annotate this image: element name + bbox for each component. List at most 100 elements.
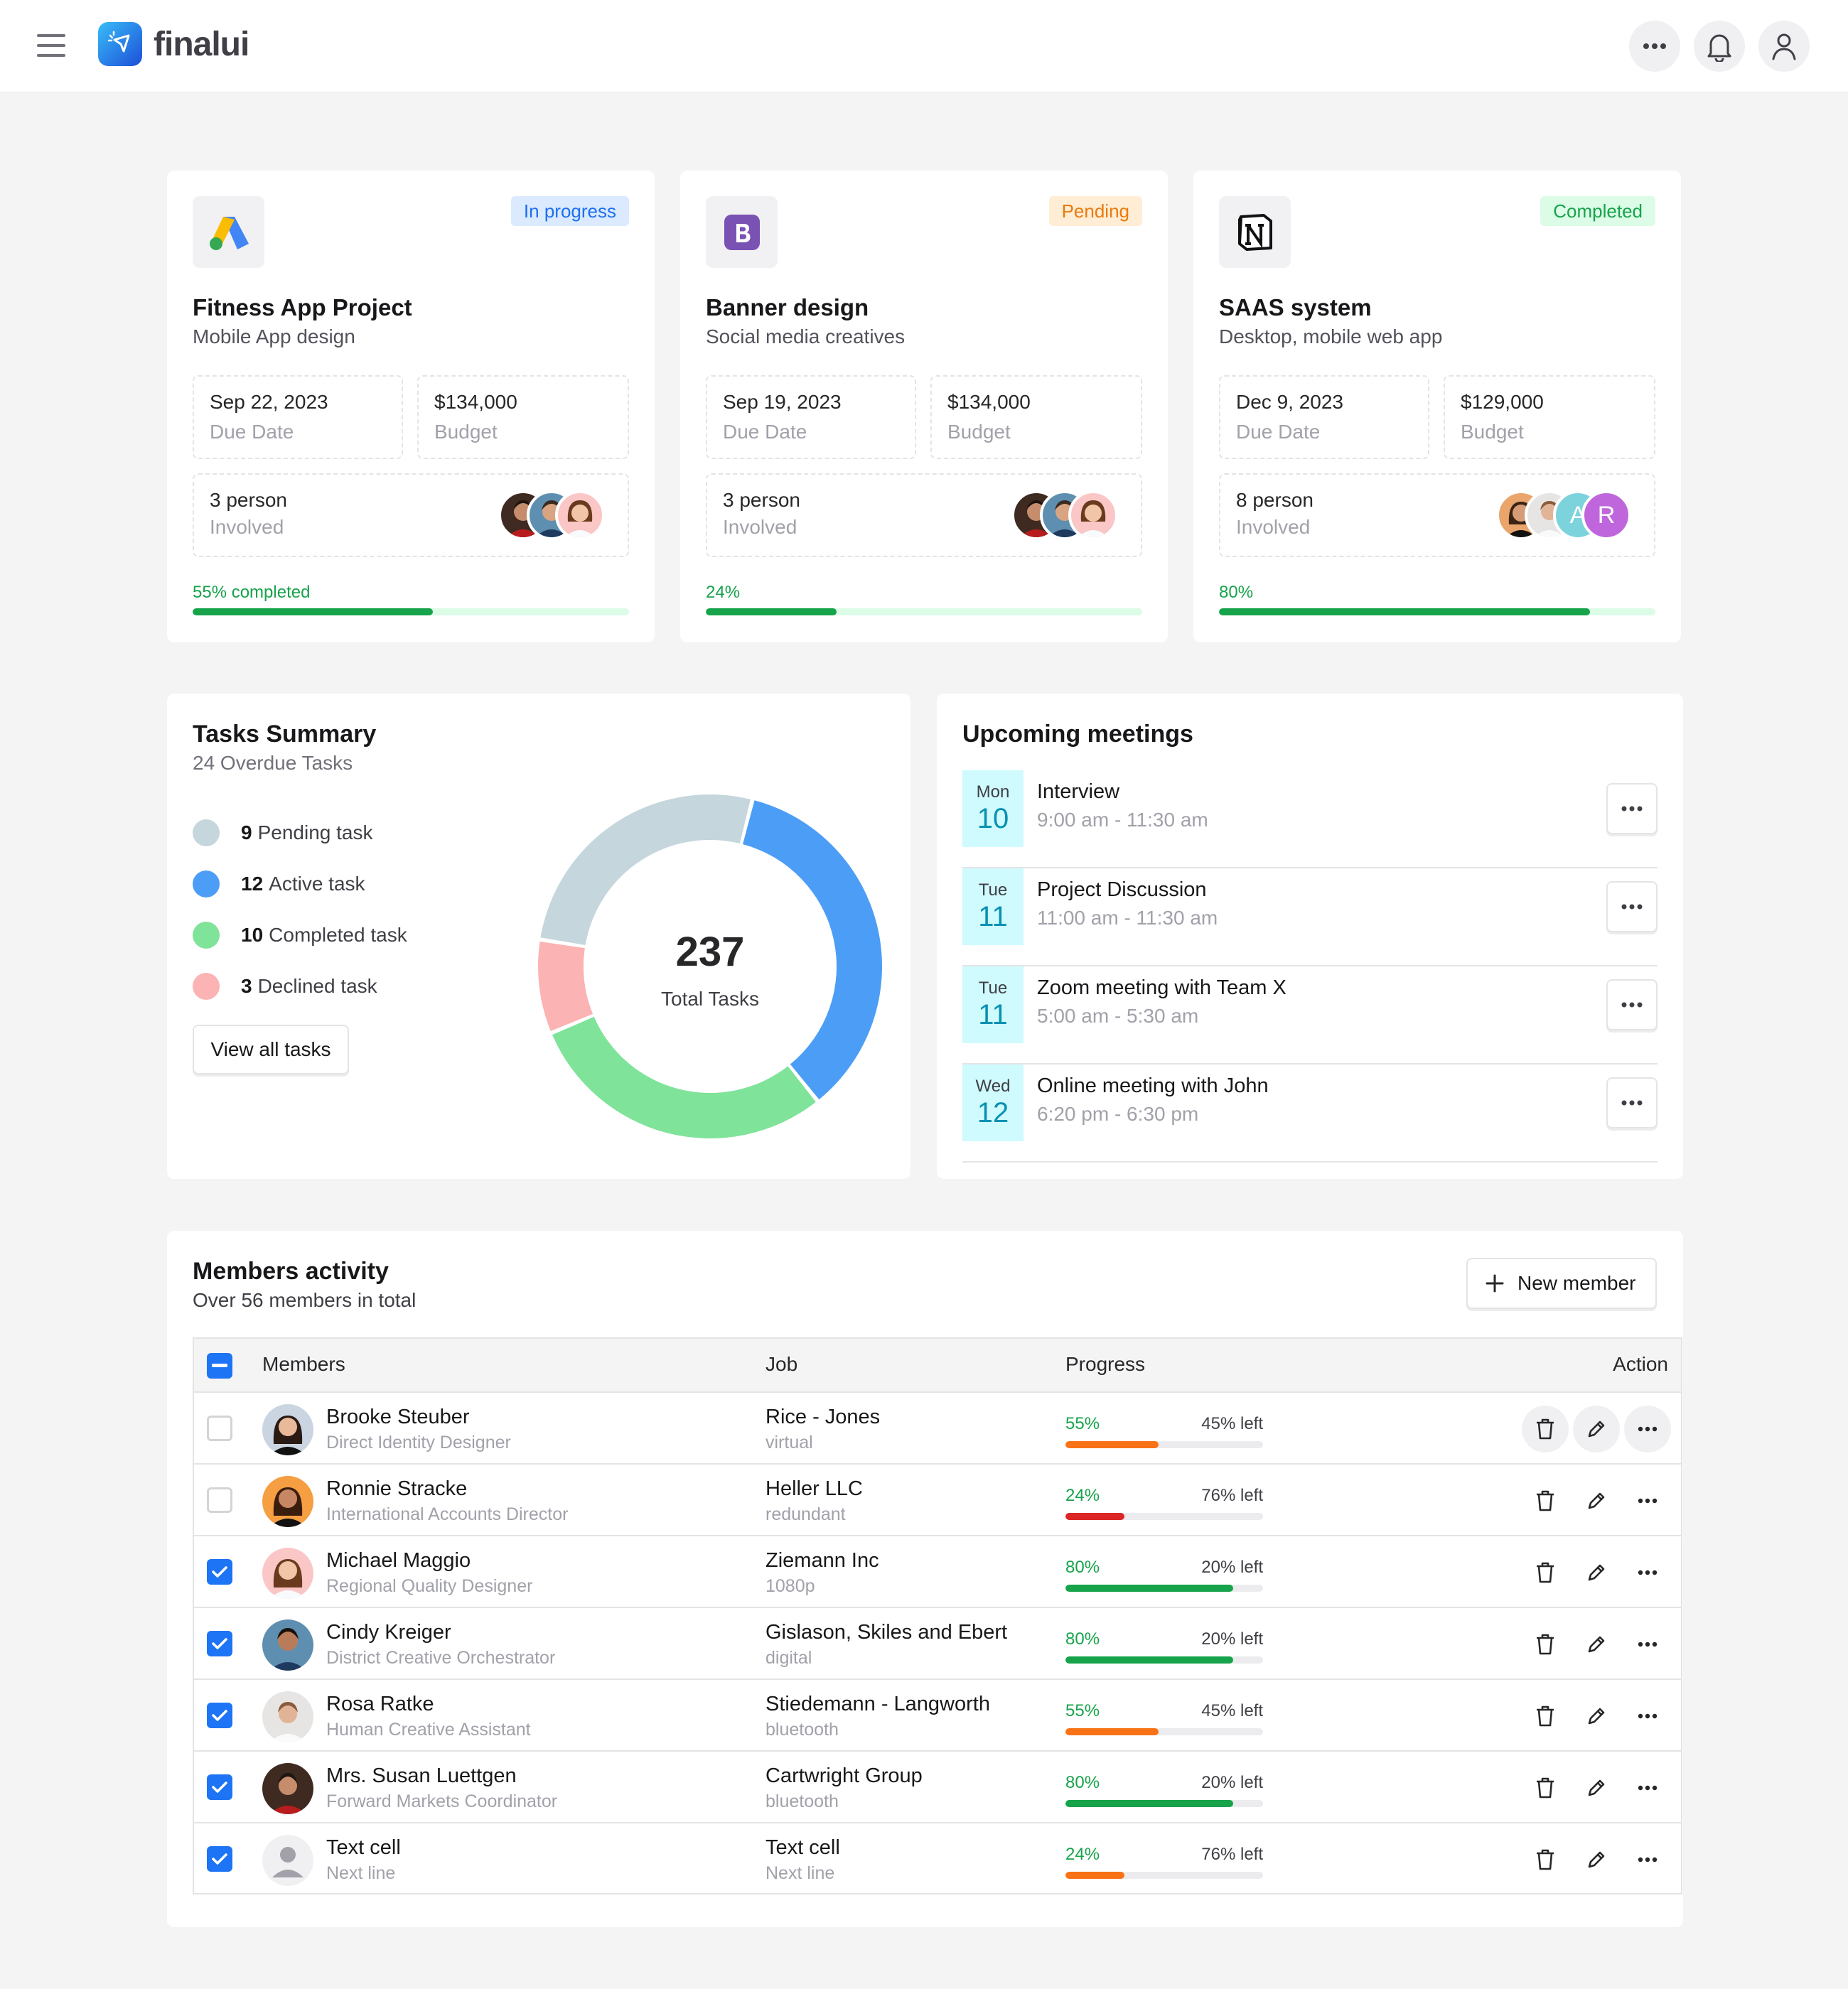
notifications-button[interactable] <box>1694 21 1745 72</box>
progress-left: 45% left <box>1201 1414 1263 1433</box>
table-row[interactable]: Text cell Next line Text cell Next line … <box>194 1823 1681 1895</box>
meeting-time: 6:20 pm - 6:30 pm <box>1037 1103 1199 1125</box>
edit-button[interactable] <box>1573 1406 1620 1452</box>
meeting-options-button[interactable] <box>1606 1077 1658 1128</box>
more-button[interactable] <box>1624 1549 1671 1596</box>
job-detail: virtual <box>765 1433 813 1452</box>
meeting-item[interactable]: Tue 11 Project Discussion 11:00 am - 11:3… <box>962 868 1658 966</box>
meeting-item[interactable]: Tue 11 Zoom meeting with Team X 5:00 am -… <box>962 966 1658 1064</box>
more-button[interactable] <box>1624 1764 1671 1811</box>
table-row[interactable]: Ronnie Stracke International Accounts Di… <box>194 1465 1681 1536</box>
delete-button[interactable] <box>1522 1764 1569 1811</box>
edit-button[interactable] <box>1573 1621 1620 1668</box>
delete-button[interactable] <box>1522 1621 1569 1668</box>
progress-bar <box>193 608 629 615</box>
edit-button[interactable] <box>1573 1477 1620 1524</box>
profile-button[interactable] <box>1758 21 1810 72</box>
progress-bar <box>1065 1800 1263 1807</box>
more-button[interactable] <box>1624 1836 1671 1883</box>
progress-percent: 80% <box>1065 1629 1100 1649</box>
brand-logo[interactable]: finalui <box>98 22 249 66</box>
progress-fill <box>1065 1872 1125 1879</box>
job-detail: Next line <box>765 1863 835 1883</box>
select-all-checkbox[interactable] <box>207 1353 232 1379</box>
more-options-button[interactable] <box>1629 21 1680 72</box>
more-button[interactable] <box>1624 1693 1671 1740</box>
progress-left: 76% left <box>1201 1486 1263 1505</box>
row-checkbox[interactable] <box>207 1631 232 1656</box>
delete-button[interactable] <box>1522 1406 1569 1452</box>
ellipsis-icon <box>1621 904 1643 910</box>
table-row[interactable]: Brooke Steuber Direct Identity Designer … <box>194 1393 1681 1465</box>
meeting-options-button[interactable] <box>1606 979 1658 1030</box>
delete-button[interactable] <box>1522 1477 1569 1524</box>
progress-bar <box>1065 1441 1263 1448</box>
project-card[interactable]: Completed SAAS system Desktop, mobile we… <box>1193 171 1681 642</box>
meeting-day-number: 10 <box>977 803 1009 834</box>
meeting-options-button[interactable] <box>1606 783 1658 834</box>
people-count: 3 person <box>723 489 800 511</box>
due-date-label: Due Date <box>1236 421 1321 443</box>
edit-button[interactable] <box>1573 1549 1620 1596</box>
donut-slice-pending[interactable] <box>540 794 751 946</box>
row-checkbox[interactable] <box>207 1487 232 1513</box>
row-checkbox[interactable] <box>207 1416 232 1441</box>
meeting-date: Mon 10 <box>962 770 1024 847</box>
table-row[interactable]: Michael Maggio Regional Quality Designer… <box>194 1536 1681 1608</box>
members-table: Members Job Progress Action Brooke Steub… <box>193 1337 1682 1894</box>
delete-button[interactable] <box>1522 1693 1569 1740</box>
more-button[interactable] <box>1624 1477 1671 1524</box>
legend-label: Declined task <box>257 975 377 997</box>
row-checkbox[interactable] <box>207 1703 232 1728</box>
donut-slice-active[interactable] <box>743 800 882 1100</box>
view-all-tasks-button[interactable]: View all tasks <box>193 1025 349 1074</box>
avatar-group[interactable]: A R <box>1496 490 1631 540</box>
project-card[interactable]: Pending Banner design Social media creat… <box>680 171 1168 642</box>
table-row[interactable]: Rosa Ratke Human Creative Assistant Stie… <box>194 1680 1681 1752</box>
meeting-item[interactable]: Wed 12 Online meeting with John 6:20 pm -… <box>962 1064 1658 1163</box>
more-button[interactable] <box>1624 1621 1671 1668</box>
project-card[interactable]: In progress Fitness App Project Mobile A… <box>167 171 655 642</box>
donut-slice-completed[interactable] <box>552 1016 816 1138</box>
more-button[interactable] <box>1624 1406 1671 1452</box>
meeting-options-button[interactable] <box>1606 881 1658 932</box>
table-row[interactable]: Cindy Kreiger District Creative Orchestr… <box>194 1608 1681 1680</box>
meeting-item[interactable]: Mon 10 Interview 9:00 am - 11:30 am <box>962 770 1658 868</box>
top-bar: finalui <box>0 0 1848 92</box>
column-job[interactable]: Job <box>765 1353 798 1375</box>
edit-button[interactable] <box>1573 1764 1620 1811</box>
column-members[interactable]: Members <box>262 1353 345 1375</box>
progress-bar <box>1065 1728 1263 1735</box>
delete-button[interactable] <box>1522 1549 1569 1596</box>
legend-count: 9 <box>241 821 252 843</box>
avatar <box>555 490 605 540</box>
column-action[interactable]: Action <box>1613 1353 1668 1375</box>
row-checkbox[interactable] <box>207 1846 232 1872</box>
new-member-button[interactable]: New member <box>1466 1258 1657 1309</box>
hamburger-menu-icon[interactable] <box>37 34 65 57</box>
row-checkbox[interactable] <box>207 1774 232 1800</box>
delete-button[interactable] <box>1522 1836 1569 1883</box>
donut-slice-declined[interactable] <box>538 942 593 1031</box>
member-name: Rosa Ratke <box>326 1693 434 1715</box>
column-progress[interactable]: Progress <box>1065 1353 1146 1375</box>
total-tasks-label: Total Tasks <box>661 988 759 1010</box>
row-checkbox[interactable] <box>207 1559 232 1585</box>
check-icon <box>212 1710 227 1721</box>
people-count: 3 person <box>210 489 287 511</box>
meeting-day: Tue <box>978 979 1008 998</box>
trash-icon <box>1537 1777 1554 1799</box>
progress-percent: 24% <box>1065 1845 1100 1864</box>
project-title: Banner design <box>706 294 869 320</box>
avatar-group[interactable] <box>498 490 605 540</box>
avatar-group[interactable] <box>1011 490 1118 540</box>
table-row[interactable]: Mrs. Susan Luettgen Forward Markets Coor… <box>194 1752 1681 1823</box>
member-role: Human Creative Assistant <box>326 1720 531 1740</box>
project-logo <box>193 196 264 268</box>
job-company: Ziemann Inc <box>765 1549 879 1572</box>
edit-button[interactable] <box>1573 1693 1620 1740</box>
edit-button[interactable] <box>1573 1836 1620 1883</box>
meeting-title: Online meeting with John <box>1037 1074 1269 1097</box>
progress-left: 76% left <box>1201 1845 1263 1864</box>
project-title: Fitness App Project <box>193 294 412 320</box>
